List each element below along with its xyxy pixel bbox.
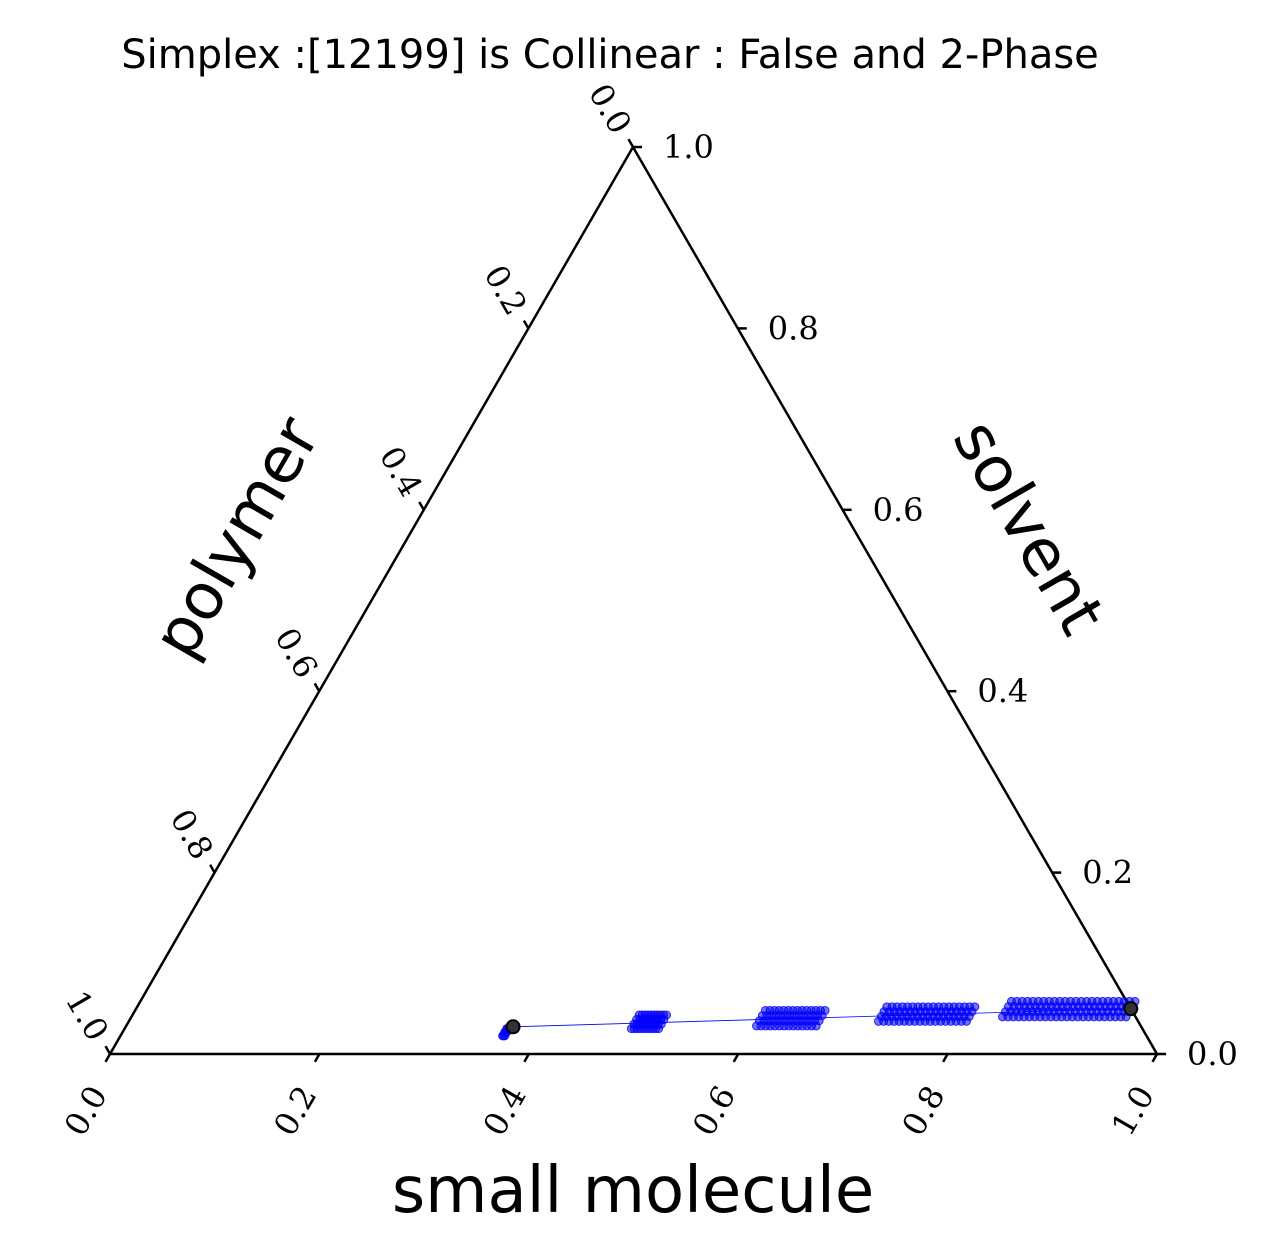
data-point — [661, 1010, 671, 1020]
left-tick-label: 0.6 — [267, 621, 325, 684]
right-tick-label: 0.0 — [1187, 1035, 1238, 1073]
left-tick-mark — [104, 1045, 112, 1055]
endpoint-marker — [505, 1019, 521, 1035]
left-tick-mark — [209, 864, 216, 874]
right-tick-label: 0.8 — [768, 309, 819, 347]
bottom-tick-mark — [732, 1053, 740, 1063]
left-tick-mark — [522, 319, 530, 330]
bottom-tick-label: 0.8 — [894, 1079, 952, 1142]
right-tick-label: 1.0 — [663, 128, 714, 166]
bottom-tick-mark — [523, 1053, 530, 1063]
left-tick-mark — [313, 682, 321, 692]
right-tick-label: 0.6 — [873, 491, 924, 529]
bottom-axis-ticks: 0.0 0.2 0.4 0.6 0.8 1.0 — [57, 1053, 1162, 1142]
left-tick-label: 0.8 — [163, 803, 221, 866]
data-point — [820, 1005, 830, 1015]
bottom-tick-label: 0.4 — [475, 1079, 533, 1142]
left-tick-label: 0.4 — [372, 440, 430, 503]
left-tick-label: 0.0 — [581, 77, 639, 140]
data-point — [970, 1002, 980, 1012]
left-tick-label: 1.0 — [58, 984, 116, 1047]
plot-area — [498, 996, 1140, 1041]
ternary-frame — [107, 144, 1160, 1056]
bottom-tick-mark — [942, 1053, 949, 1063]
endpoint-marker — [1123, 1001, 1139, 1017]
bottom-axis-label: small molecule — [392, 1154, 874, 1228]
bottom-tick-label: 0.2 — [266, 1079, 324, 1142]
left-tick-label: 0.2 — [476, 259, 534, 322]
left-axis-ticks: 0.0 0.2 0.4 0.6 0.8 1.0 — [58, 77, 639, 1055]
right-tick-label: 0.4 — [977, 672, 1028, 710]
bottom-tick-label: 0.6 — [685, 1079, 743, 1142]
bottom-tick-label: 0.0 — [57, 1079, 115, 1142]
left-tick-mark — [627, 138, 635, 148]
chart-title: Simplex :[12199] is Collinear : False an… — [121, 32, 1099, 78]
right-tick-label: 0.2 — [1082, 854, 1133, 892]
right-axis-ticks: 0.0 0.2 0.4 0.6 0.8 1.0 — [633, 128, 1238, 1073]
bottom-tick-mark — [104, 1053, 112, 1063]
bottom-tick-mark — [313, 1053, 321, 1063]
bottom-tick-mark — [1151, 1053, 1159, 1063]
left-tick-mark — [418, 501, 425, 511]
bottom-tick-label: 1.0 — [1104, 1079, 1162, 1142]
right-axis-label: solvent — [938, 408, 1119, 647]
